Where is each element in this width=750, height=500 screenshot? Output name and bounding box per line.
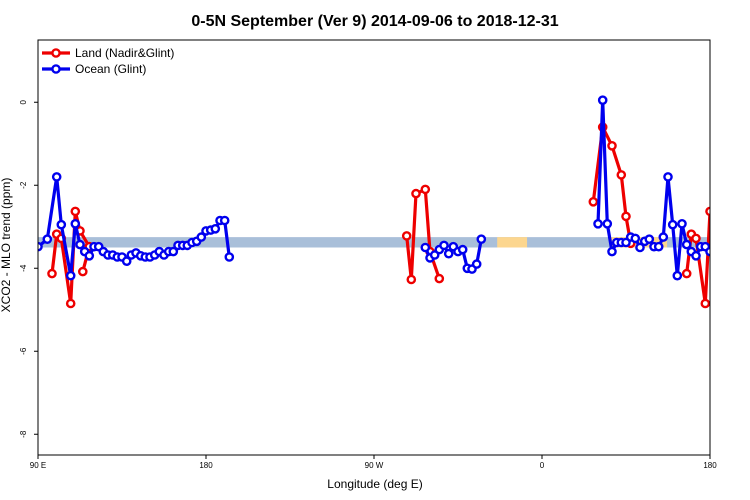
- data-point: [476, 234, 487, 244]
- data-point: [730, 258, 737, 265]
- data-series: [38, 95, 741, 309]
- data-point: [709, 254, 710, 256]
- data-point: [457, 244, 468, 255]
- data-point: [716, 251, 723, 258]
- data-point: [42, 234, 53, 244]
- chart-title: 0-5N September (Ver 9) 2014-09-06 to 201…: [191, 13, 558, 30]
- data-point: [700, 298, 710, 309]
- data-point: [439, 240, 449, 251]
- data-point: [705, 206, 710, 217]
- data-point: [672, 270, 683, 281]
- y-tick-label: -4: [19, 264, 28, 272]
- data-point: [70, 206, 81, 217]
- data-point: [607, 246, 617, 257]
- data-point: [219, 215, 230, 226]
- data-point: [691, 250, 701, 261]
- data-point: [602, 218, 613, 229]
- data-point: [720, 253, 727, 260]
- data-point: [681, 239, 692, 250]
- data-point: [210, 223, 221, 234]
- data-point: [635, 242, 645, 253]
- data-point: [621, 211, 631, 222]
- data-point: [677, 218, 687, 229]
- series-line: [405, 187, 441, 282]
- data-point: [705, 246, 710, 257]
- data-point: [734, 251, 741, 258]
- data-point: [720, 243, 727, 250]
- data-point: [716, 267, 723, 274]
- data-point: [56, 219, 67, 230]
- data-point: [51, 172, 62, 182]
- data-point: [593, 218, 603, 229]
- series-ocean: [38, 95, 741, 281]
- x-tick-label: 90 E: [30, 461, 46, 470]
- data-point: [658, 232, 669, 242]
- data-point: [681, 268, 692, 279]
- legend-label: Land (Nadir&Glint): [75, 46, 174, 60]
- data-point: [121, 256, 132, 267]
- legend-marker: [51, 64, 61, 74]
- x-tick-label: 180: [703, 461, 717, 470]
- y-tick-label: -6: [19, 347, 28, 355]
- data-point: [434, 273, 445, 284]
- data-point: [471, 259, 482, 269]
- data-point: [644, 234, 655, 244]
- data-point: [588, 196, 599, 207]
- series-line: [596, 98, 710, 278]
- series-line: [38, 175, 231, 278]
- data-point: [70, 218, 81, 229]
- data-point: [406, 274, 417, 285]
- data-point: [401, 231, 412, 241]
- data-point: [443, 248, 454, 259]
- data-point: [653, 241, 664, 252]
- data-point: [667, 219, 678, 230]
- data-point: [616, 170, 627, 180]
- data-point: [75, 239, 85, 250]
- data-point: [411, 188, 421, 199]
- legend-label: Ocean (Glint): [75, 62, 146, 76]
- data-point: [663, 172, 673, 182]
- y-tick-label: -2: [19, 181, 28, 189]
- data-point: [420, 242, 431, 253]
- x-tick-label: 90 W: [365, 461, 384, 470]
- y-tick-label: 0: [19, 99, 28, 104]
- data-point: [630, 233, 641, 244]
- series-land: [47, 122, 727, 309]
- data-point: [224, 252, 235, 262]
- data-point: [725, 253, 732, 260]
- data-point: [607, 140, 617, 151]
- data-point: [709, 229, 710, 232]
- data-point: [597, 95, 608, 105]
- data-point: [65, 298, 76, 309]
- band-0-0: [38, 237, 710, 248]
- data-point: [168, 246, 179, 257]
- x-axis-label: Longitude (deg E): [327, 477, 422, 491]
- data-point: [65, 270, 76, 281]
- x-tick-label: 0: [540, 461, 545, 470]
- data-point: [420, 184, 431, 195]
- x-tick-label: 180: [199, 461, 213, 470]
- band-1-0: [497, 237, 528, 248]
- legend: Land (Nadir&Glint) Ocean (Glint): [42, 46, 174, 76]
- y-axis-label: XCO2 - MLO trend (ppm): [0, 178, 13, 313]
- data-point: [84, 250, 95, 261]
- data-point: [78, 266, 88, 277]
- axes: 90 E 180 90 W 0 180 0 -2 -4 -6 -8: [19, 99, 717, 470]
- data-point: [691, 233, 701, 244]
- y-tick-label: -8: [19, 430, 28, 438]
- data-point: [47, 268, 57, 279]
- data-point: [196, 232, 207, 242]
- legend-marker: [51, 48, 61, 58]
